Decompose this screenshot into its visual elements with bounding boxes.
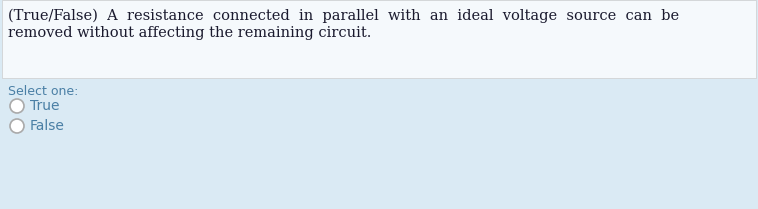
Circle shape [10, 99, 24, 113]
Text: True: True [30, 99, 59, 113]
Text: removed without affecting the remaining circuit.: removed without affecting the remaining … [8, 26, 371, 40]
Circle shape [10, 119, 24, 133]
FancyBboxPatch shape [2, 0, 756, 78]
Text: (True/False)  A  resistance  connected  in  parallel  with  an  ideal  voltage  : (True/False) A resistance connected in p… [8, 9, 679, 23]
Text: Select one:: Select one: [8, 85, 78, 98]
Text: False: False [30, 119, 65, 133]
